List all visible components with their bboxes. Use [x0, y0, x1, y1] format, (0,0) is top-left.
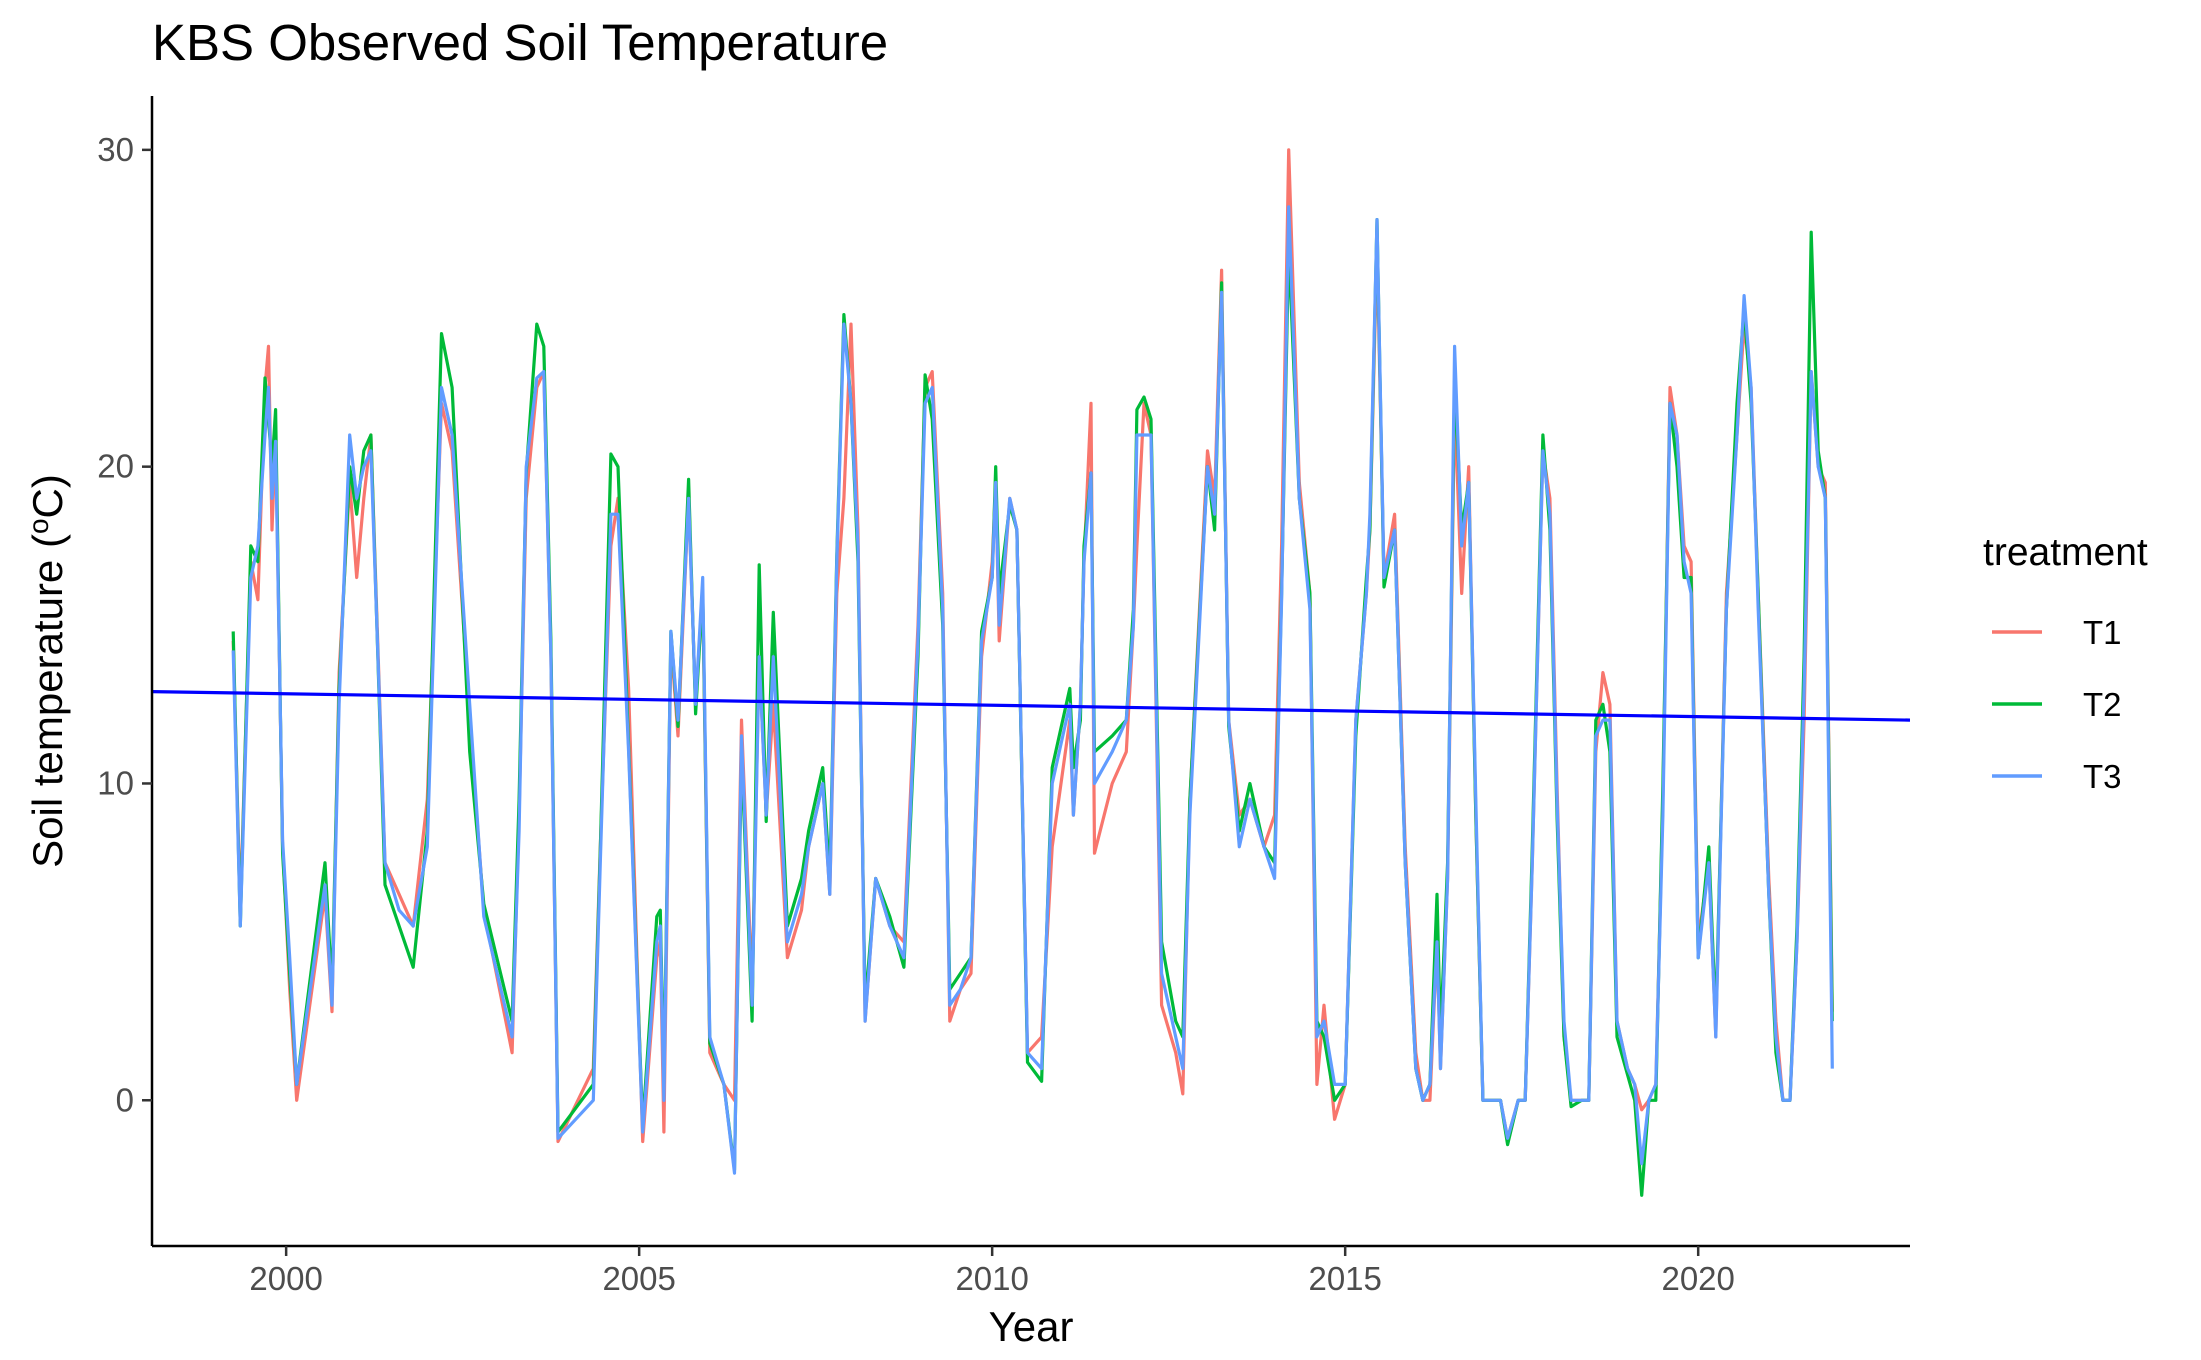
legend-label-t2: T2: [2083, 686, 2122, 723]
y-axis-ticks: 0 10 20 30: [97, 131, 152, 1118]
x-tick-label: 2020: [1661, 1260, 1734, 1297]
trend-group: [152, 689, 1910, 722]
y-axis-title-main: Soil temperature (: [24, 534, 71, 868]
series-line-t3: [231, 205, 1834, 1175]
y-tick-label: 10: [97, 764, 134, 801]
legend-label-t1: T1: [2083, 614, 2122, 651]
x-tick-label: 2000: [249, 1260, 322, 1297]
legend: treatment T1 T2 T3: [1983, 531, 2148, 795]
trend-line: [152, 689, 1910, 722]
y-axis-title-superscript: o: [23, 518, 54, 534]
legend-entries: T1 T2 T3: [1992, 614, 2122, 795]
legend-label-t3: T3: [2083, 758, 2122, 795]
legend-title: treatment: [1983, 531, 2148, 574]
y-tick-label: 0: [116, 1081, 134, 1118]
chart-title: KBS Observed Soil Temperature: [152, 14, 888, 71]
y-tick-label: 20: [97, 448, 134, 485]
series-lines: [231, 148, 1834, 1197]
x-axis-title: Year: [989, 1303, 1074, 1350]
y-axis-title-unit: C): [24, 474, 71, 518]
y-axis-title: Soil temperature (oC): [23, 474, 71, 868]
y-tick-label: 30: [97, 131, 134, 168]
x-tick-label: 2015: [1308, 1260, 1381, 1297]
x-axis-ticks: 2000 2005 2010 2015 2020: [249, 1246, 1735, 1297]
x-tick-label: 2010: [955, 1260, 1028, 1297]
x-tick-label: 2005: [602, 1260, 675, 1297]
